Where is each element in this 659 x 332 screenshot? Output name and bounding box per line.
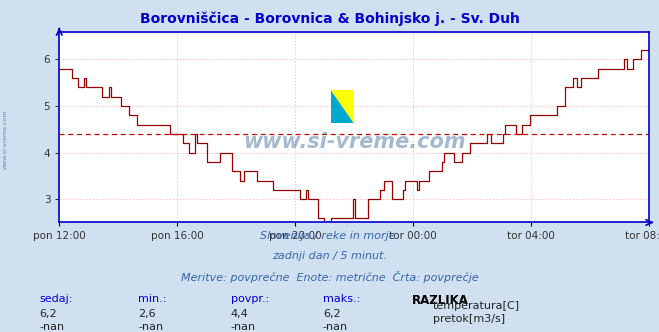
Text: -nan: -nan	[40, 322, 65, 332]
Text: -nan: -nan	[138, 322, 163, 332]
Text: 6,2: 6,2	[323, 309, 341, 319]
Text: pretok[m3/s]: pretok[m3/s]	[433, 314, 505, 324]
Polygon shape	[331, 90, 354, 123]
Text: RAZLIKA: RAZLIKA	[412, 294, 469, 307]
Text: www.si-vreme.com: www.si-vreme.com	[3, 110, 8, 169]
Text: -nan: -nan	[323, 322, 348, 332]
Text: temperatura[C]: temperatura[C]	[433, 301, 520, 311]
Text: 6,2: 6,2	[40, 309, 57, 319]
Text: 2,6: 2,6	[138, 309, 156, 319]
Text: sedaj:: sedaj:	[40, 294, 73, 304]
Text: Slovenija / reke in morje.: Slovenija / reke in morje.	[260, 231, 399, 241]
Text: 4,4: 4,4	[231, 309, 248, 319]
Text: Borovniščica - Borovnica & Bohinjsko j. - Sv. Duh: Borovniščica - Borovnica & Bohinjsko j. …	[140, 12, 519, 26]
Text: Meritve: povprečne  Enote: metrične  Črta: povprečje: Meritve: povprečne Enote: metrične Črta:…	[181, 271, 478, 283]
Text: maks.:: maks.:	[323, 294, 360, 304]
Text: min.:: min.:	[138, 294, 167, 304]
Text: povpr.:: povpr.:	[231, 294, 269, 304]
Text: www.si-vreme.com: www.si-vreme.com	[243, 132, 465, 152]
Polygon shape	[331, 90, 354, 123]
Text: zadnji dan / 5 minut.: zadnji dan / 5 minut.	[272, 251, 387, 261]
Text: -nan: -nan	[231, 322, 256, 332]
